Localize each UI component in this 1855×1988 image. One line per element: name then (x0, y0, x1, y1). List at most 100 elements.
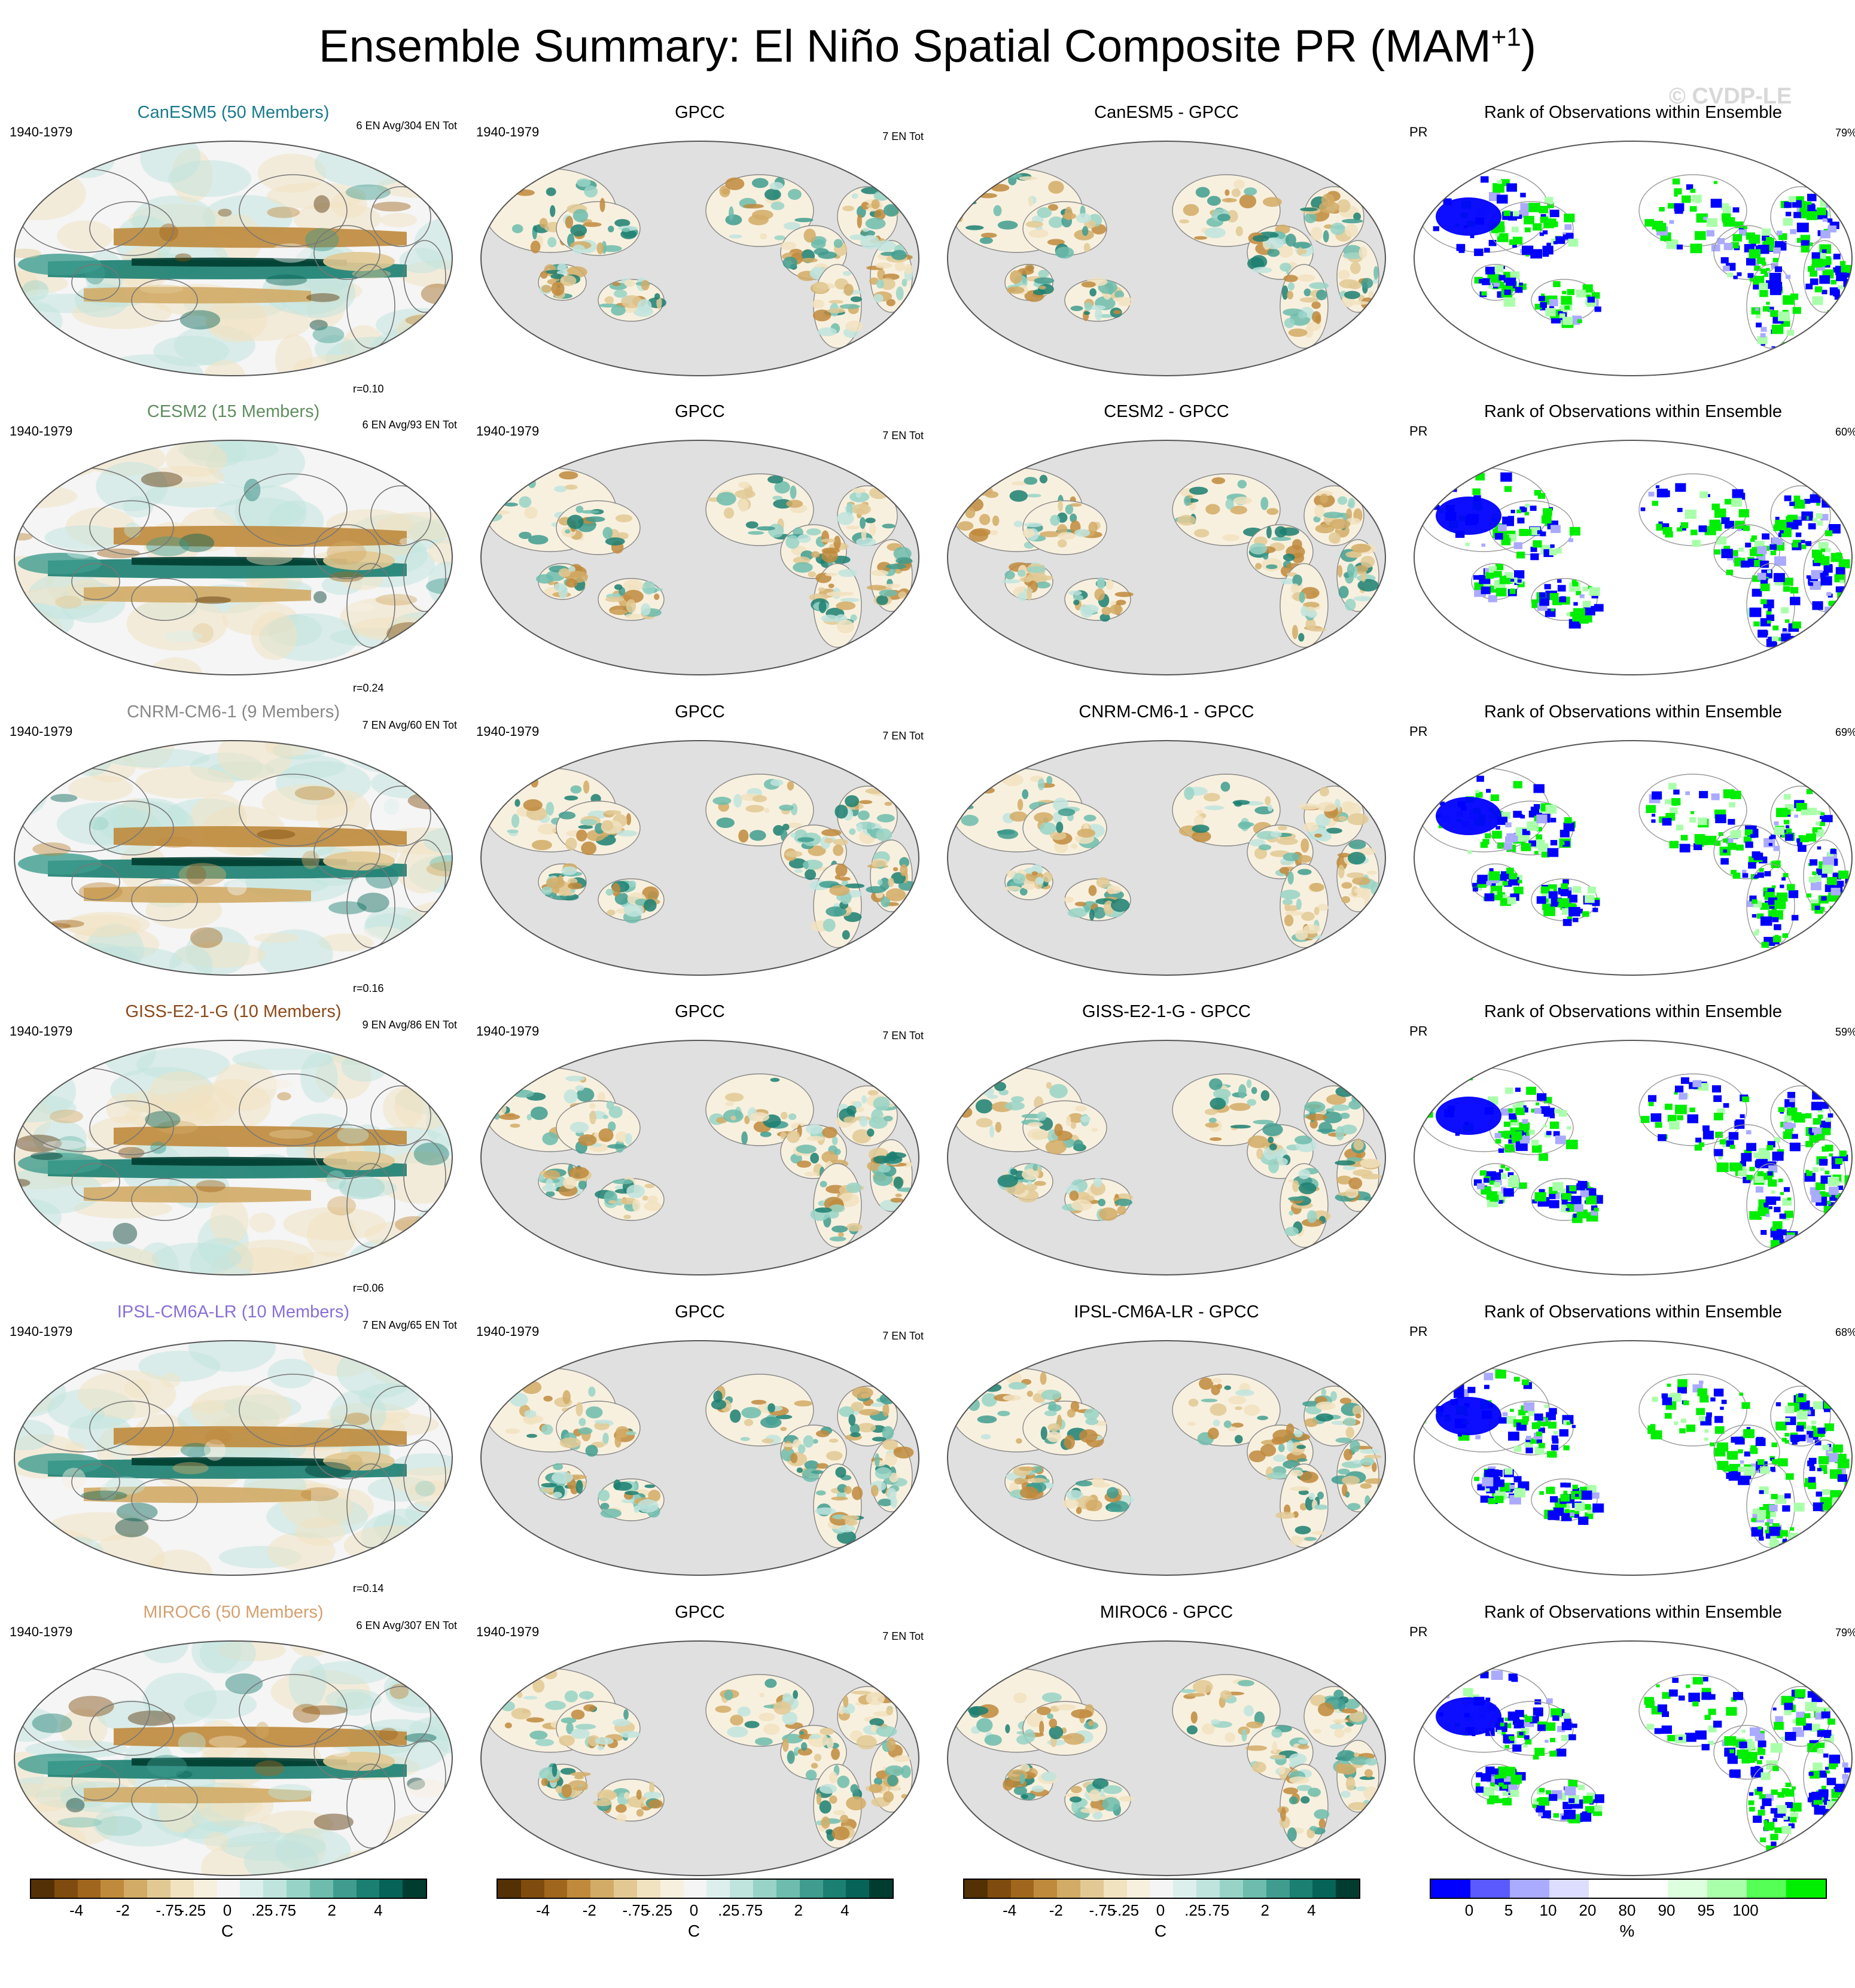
colorbar-tick-label: -2 (115, 1901, 130, 1919)
colorbar-tick-label: 100 (1732, 1901, 1759, 1919)
rank-title: Rank of Observations within Ensemble (1484, 103, 1783, 122)
colorbar-swatch (987, 1880, 1011, 1898)
colorbar-swatch (1470, 1880, 1510, 1898)
panel-rank-1: Rank of Observations within Ensemble PR 60… (1406, 401, 1855, 700)
obs-title: GPCC (675, 702, 725, 721)
colorbar-swatch (1510, 1880, 1549, 1898)
colorbar-swatch (240, 1880, 264, 1898)
diff-title: CNRM-CM6-1 - GPCC (1079, 702, 1254, 721)
period-label: 1940-1979 (476, 1324, 540, 1339)
obs-title: GPCC (675, 103, 725, 122)
panel-model-2: CNRM-CM6-1 (9 Members) 1940-1979 7 EN Avg/… (6, 701, 461, 1000)
colorbar-swatch (520, 1880, 544, 1898)
colorbar-swatch (869, 1880, 893, 1898)
colorbar-swatch (147, 1880, 170, 1898)
colorbar-tick-label: 0 (223, 1901, 232, 1919)
colorbar-swatch (263, 1880, 287, 1898)
colorbar-swatch (846, 1880, 870, 1898)
panel-diff-3: GISS-E2-1-G - GPCC (939, 1001, 1394, 1300)
colorbar-tick-label: .25 (718, 1901, 740, 1919)
colorbar-tick-label: -.75 (1089, 1901, 1116, 1919)
colorbar-tick-label: 2 (1260, 1901, 1269, 1919)
colorbar-tick-label: -4 (1003, 1901, 1017, 1919)
colorbar-0: -4 -2 -.75 -.25 0 .25.75 2 4 C (30, 1879, 449, 1968)
colorbar-tick-label: 20 (1579, 1901, 1597, 1919)
colorbar-swatch (1103, 1880, 1127, 1898)
colorbar-swatch (1266, 1880, 1290, 1898)
model-title: MIROC6 (50 Members) (143, 1603, 324, 1622)
colorbar-swatch (706, 1880, 730, 1898)
map-model (14, 440, 453, 675)
diff-title: IPSL-CM6A-LR - GPCC (1074, 1302, 1259, 1322)
colorbar-swatches (30, 1879, 427, 1899)
colorbar-swatch (567, 1880, 591, 1898)
panel-model-4: IPSL-CM6A-LR (10 Members) 1940-1979 7 EN A… (6, 1301, 461, 1600)
colorbar-tick-label: -.75 (156, 1901, 183, 1919)
period-label: 1940-1979 (10, 1324, 73, 1339)
colorbar-tick-label: 0 (1464, 1901, 1474, 1919)
colorbar-swatch (730, 1880, 754, 1898)
colorbar-swatch (799, 1880, 823, 1898)
model-title: CanESM5 (50 Members) (137, 103, 330, 122)
colorbar-tick-label: .25 (251, 1901, 273, 1919)
colorbar-swatch (660, 1880, 684, 1898)
colorbar-swatch (1057, 1880, 1081, 1898)
panel-diff-0: CanESM5 - GPCC (939, 102, 1394, 401)
en-count-label: 6 EN Avg/93 EN Tot (362, 419, 457, 431)
en-count-label: 7 EN Avg/65 EN Tot (362, 1319, 457, 1331)
colorbar-tick-label: .75 (1207, 1901, 1230, 1919)
variable-label: PR (1409, 1624, 1428, 1639)
colorbar-swatch (1549, 1880, 1589, 1898)
rank-title: Rank of Observations within Ensemble (1484, 402, 1783, 421)
rank-title: Rank of Observations within Ensemble (1484, 1302, 1783, 1322)
colorbar-tick-label: 95 (1697, 1901, 1715, 1919)
rank-percent: 68% (1835, 1326, 1855, 1338)
colorbar-unit: C (221, 1922, 234, 1940)
period-label: 1940-1979 (10, 1024, 73, 1039)
panel-model-3: GISS-E2-1-G (10 Members) 1940-1979 9 EN Av… (6, 1001, 461, 1300)
diff-title: CanESM5 - GPCC (1094, 103, 1239, 122)
colorbar-swatch (124, 1880, 148, 1898)
colorbar-swatch (1289, 1880, 1313, 1898)
map-obs (480, 740, 919, 976)
colorbar-swatch (170, 1880, 194, 1898)
colorbar-swatch (1707, 1880, 1747, 1898)
pattern-correlation: r=0.14 (353, 1582, 384, 1594)
colorbar-tick-label: 2 (794, 1901, 803, 1919)
colorbar-swatch (1034, 1880, 1058, 1898)
colorbar-swatch (753, 1880, 776, 1898)
colorbar-swatch (77, 1880, 101, 1898)
colorbar-tick-label: 4 (840, 1901, 849, 1919)
map-rank (1414, 740, 1853, 976)
map-diff (947, 740, 1386, 976)
colorbar-tick-label: 90 (1658, 1901, 1676, 1919)
colorbar-swatch (498, 1880, 521, 1898)
colorbar-tick-label: -.25 (1112, 1901, 1140, 1919)
colorbar-swatches (1430, 1879, 1827, 1899)
colorbar-swatch (823, 1880, 846, 1898)
colorbar-tick-label: -4 (536, 1901, 550, 1919)
en-count-label: 7 EN Tot (882, 730, 924, 742)
colorbar-swatch (309, 1880, 333, 1898)
en-count-label: 7 EN Tot (882, 130, 924, 142)
panel-diff-1: CESM2 - GPCC (939, 401, 1394, 700)
figure-title: Ensemble Summary: El Niño Spatial Compos… (318, 21, 1537, 72)
colorbar-tick-label: 2 (327, 1901, 336, 1919)
map-model (14, 141, 453, 376)
colorbar-swatch (1220, 1880, 1243, 1898)
variable-label: PR (1409, 1024, 1428, 1039)
colorbar-tick-label: .25 (1184, 1901, 1207, 1919)
colorbar-tick-label: -2 (582, 1901, 596, 1919)
colorbar-unit: C (1154, 1922, 1167, 1940)
colorbar-swatch (1150, 1880, 1174, 1898)
colorbar-swatch (683, 1880, 707, 1898)
map-rank (1414, 440, 1853, 675)
colorbar-tick-label: .75 (274, 1901, 297, 1919)
map-diff (947, 1340, 1386, 1576)
panel-obs-4: GPCC 1940-1979 7 EN Tot (473, 1301, 927, 1600)
panel-obs-1: GPCC 1940-1979 7 EN Tot (473, 401, 927, 700)
colorbar-swatch (636, 1880, 660, 1898)
map-obs (480, 440, 919, 675)
rank-title: Rank of Observations within Ensemble (1484, 1603, 1783, 1622)
colorbar-swatch (1196, 1880, 1220, 1898)
